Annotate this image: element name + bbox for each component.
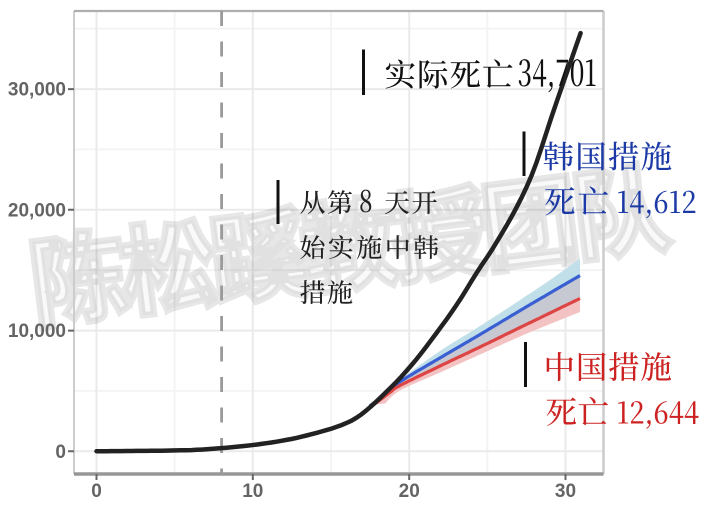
svg-text:10,000: 10,000 bbox=[8, 321, 66, 342]
svg-text:30,000: 30,000 bbox=[8, 80, 66, 101]
svg-text:0: 0 bbox=[55, 442, 66, 463]
svg-text:0: 0 bbox=[91, 481, 102, 502]
svg-text:30: 30 bbox=[555, 481, 576, 502]
svg-text:20: 20 bbox=[399, 481, 420, 502]
svg-text:10: 10 bbox=[242, 481, 263, 502]
svg-text:20,000: 20,000 bbox=[8, 200, 66, 221]
